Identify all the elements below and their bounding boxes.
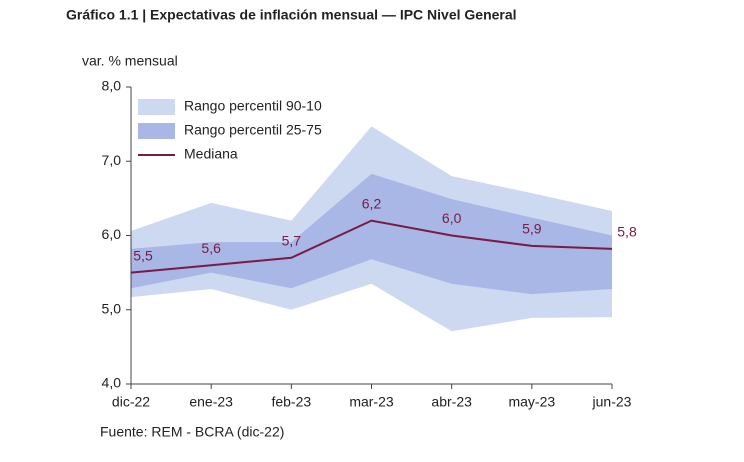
- x-tick-label: mar-23: [349, 394, 394, 410]
- data-label: 6,2: [362, 195, 382, 211]
- x-tick-label: abr-23: [431, 394, 472, 410]
- y-tick-label: 5,0: [102, 300, 122, 316]
- data-label: 6,0: [442, 210, 462, 226]
- y-tick-label: 8,0: [102, 78, 122, 94]
- band-area: [131, 173, 612, 295]
- source: Fuente: REM - BCRA (dic-22): [100, 424, 284, 440]
- chart-title: Gráfico 1.1 | Expectativas de inflación …: [66, 7, 517, 23]
- x-tick-label: jun-23: [592, 394, 632, 410]
- data-label: 5,9: [522, 221, 542, 237]
- x-tick-label: dic-22: [112, 394, 150, 410]
- x-tick-label: ene-23: [189, 394, 233, 410]
- data-label: 5,8: [617, 224, 637, 240]
- legend-swatch: [138, 123, 175, 139]
- x-tick-label: feb-23: [271, 394, 311, 410]
- y-tick-label: 6,0: [102, 226, 122, 242]
- median-line: [130, 219, 613, 274]
- x-tick-label: may-23: [508, 394, 555, 410]
- data-label: 5,6: [201, 240, 221, 256]
- legend-swatch: [138, 99, 175, 115]
- legend-label: Rango percentil 90-10: [184, 98, 322, 114]
- legend-label: Mediana: [184, 146, 238, 162]
- y-tick-label: 7,0: [102, 152, 122, 168]
- y-tick-label: 4,0: [102, 375, 122, 391]
- y-axis-label: var. % mensual: [82, 53, 178, 69]
- data-label: 5,5: [133, 247, 153, 263]
- data-label: 5,7: [282, 232, 302, 248]
- legend-label: Rango percentil 25-75: [184, 122, 322, 138]
